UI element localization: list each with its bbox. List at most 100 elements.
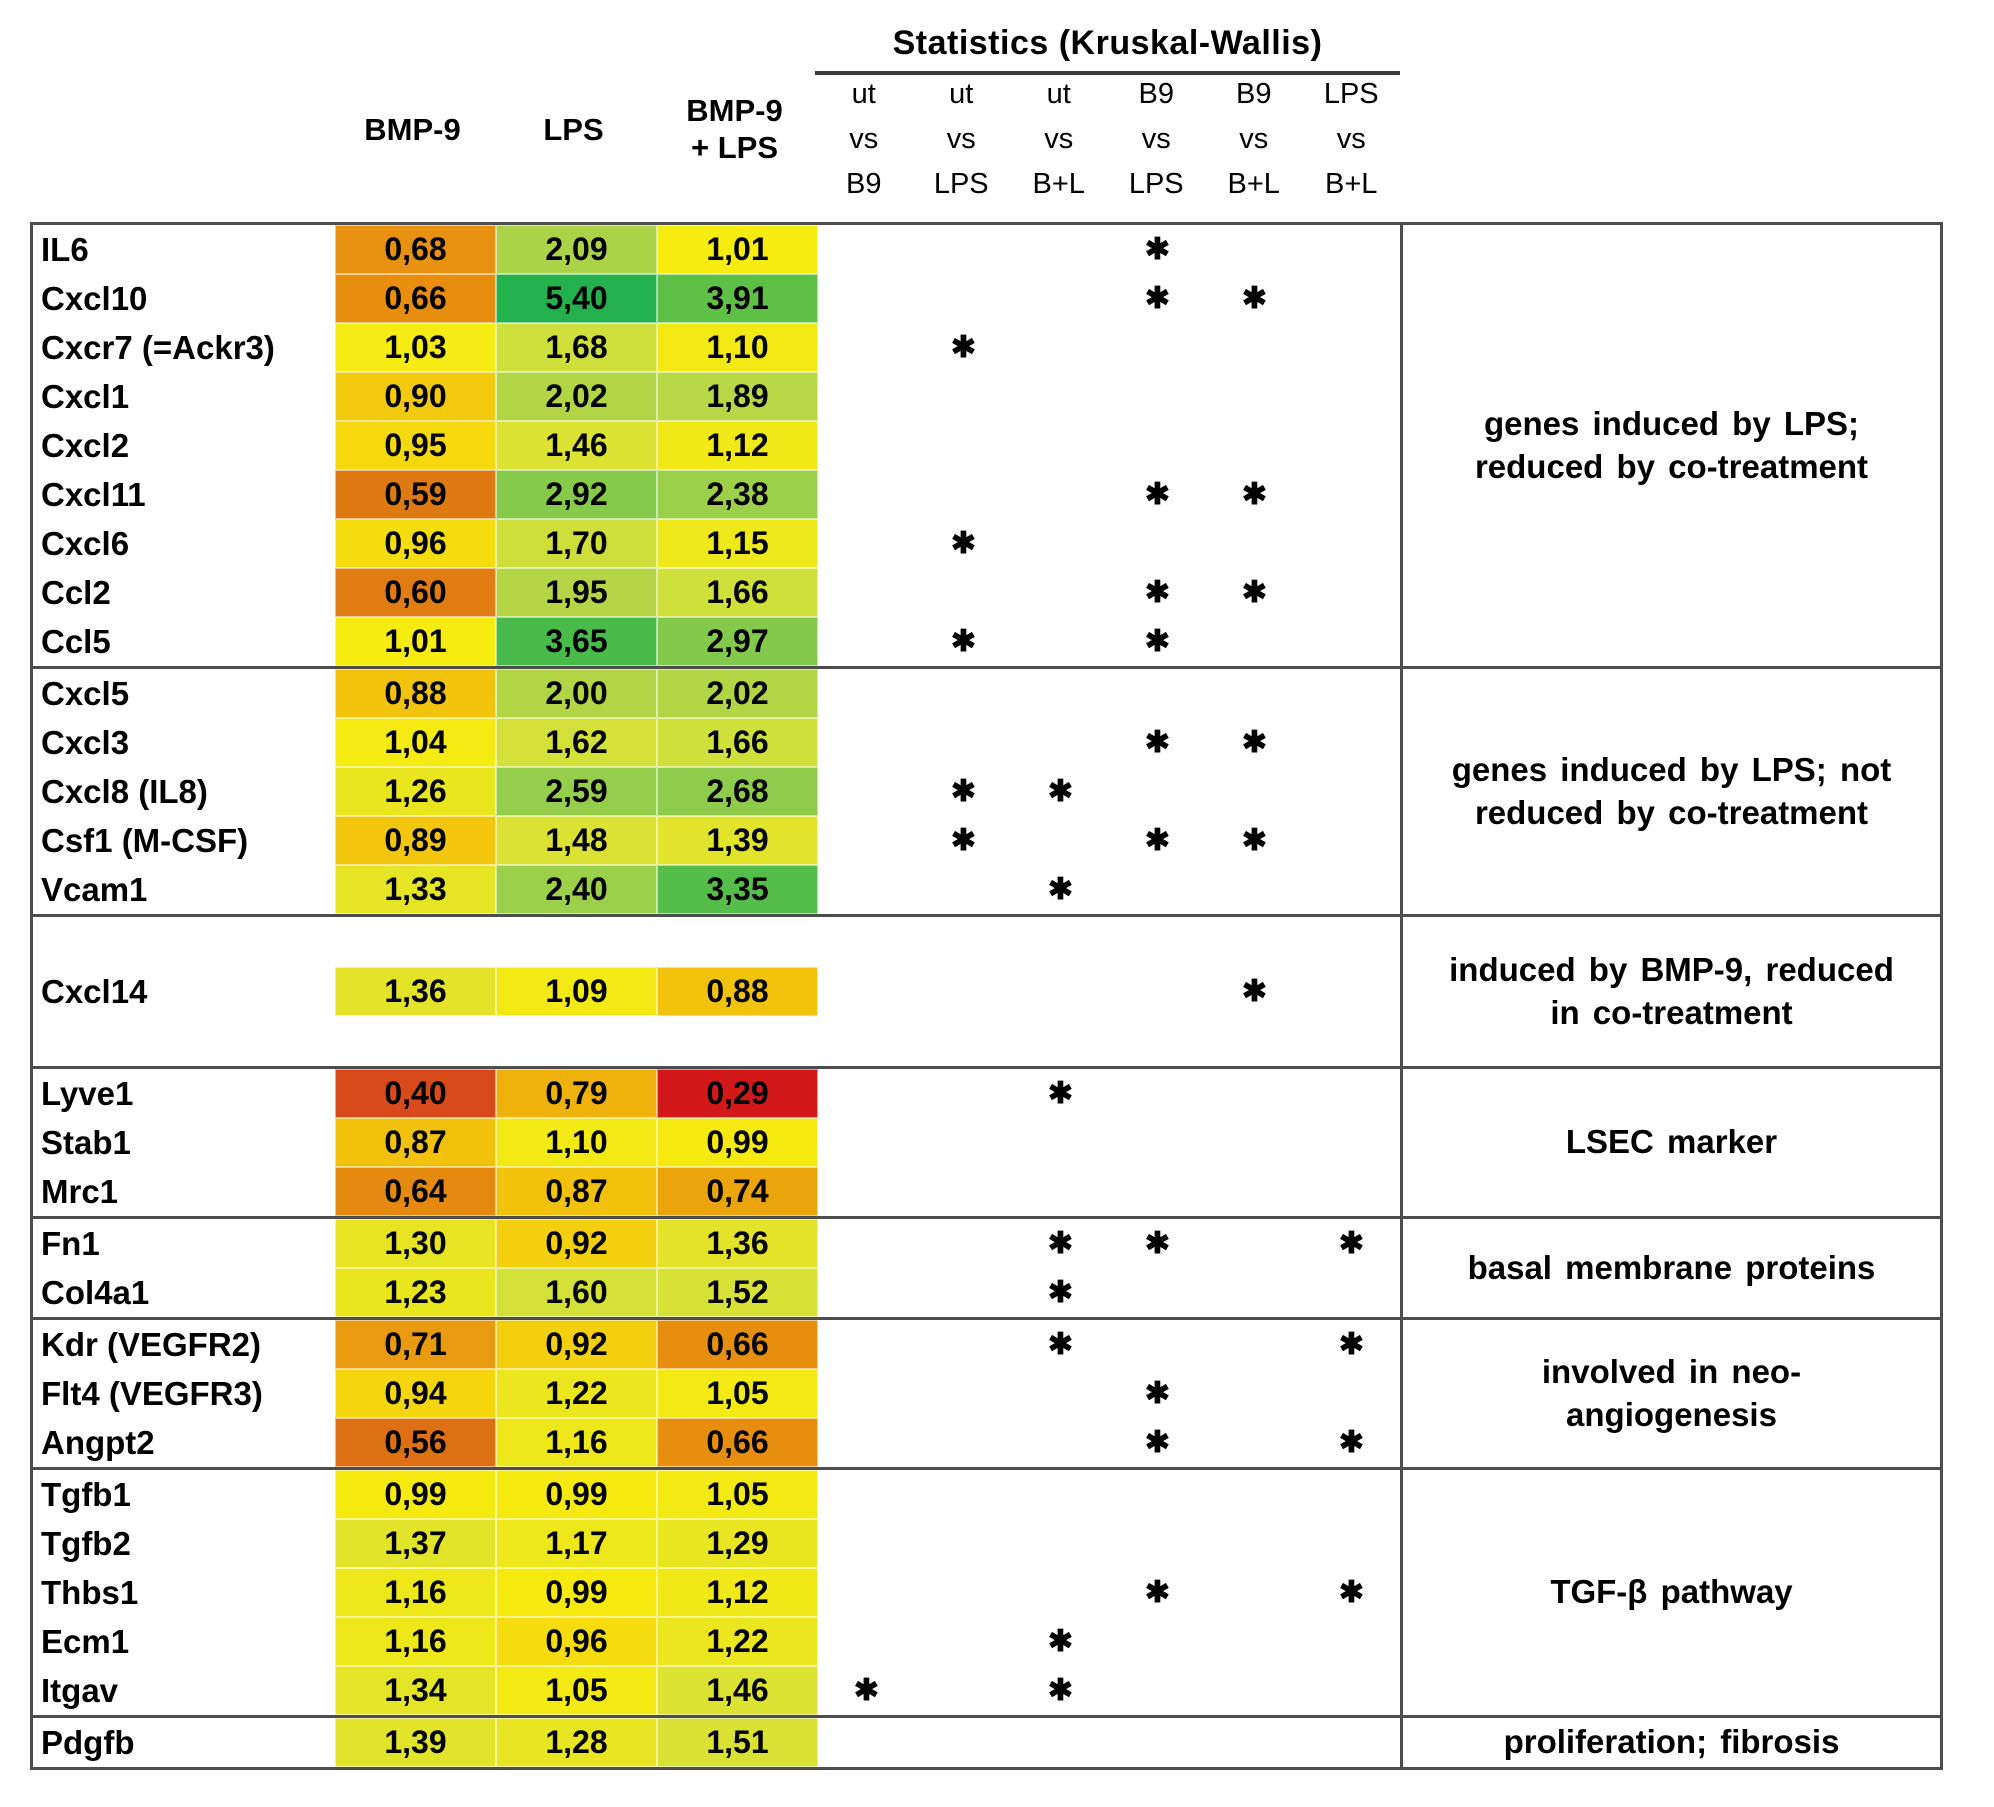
- table-row: Vcam1 1,33 2,40 3,35 ✱: [33, 865, 1400, 914]
- significance-cell-empty: [1206, 1167, 1303, 1216]
- gene-label: Cxcl11: [41, 475, 146, 513]
- significance-cell-empty: [1303, 372, 1400, 421]
- value-cell: 1,15: [657, 519, 818, 568]
- value-cell: 1,36: [335, 967, 496, 1016]
- significance-cell-empty: [915, 1069, 1012, 1118]
- table-row: Cxcl6 0,96 1,70 1,15 ✱: [33, 519, 1400, 568]
- significance-cell-empty: [1012, 372, 1109, 421]
- gene-label: Angpt2: [41, 1423, 155, 1461]
- gene-label: Cxcl3: [41, 723, 130, 761]
- significance-cell-empty: [1206, 1666, 1303, 1715]
- value-cell: 0,66: [335, 274, 496, 323]
- table-row: Fn1 1,30 0,92 1,36 ✱ ✱ ✱: [33, 1219, 1400, 1268]
- value-cell: 0,92: [496, 1320, 657, 1369]
- group-annotation: proliferation; fibrosis: [1400, 1718, 1940, 1767]
- value-cell: 0,56: [335, 1418, 496, 1467]
- significance-cell-empty: [1206, 617, 1303, 666]
- significance-cell-empty: [1303, 225, 1400, 274]
- significance-cell-empty: [1206, 1219, 1303, 1268]
- significance-star: ✱: [1144, 1227, 1171, 1260]
- significance-cell-empty: [1109, 1617, 1206, 1666]
- group-annotation: involved in neo- angiogenesis: [1400, 1320, 1940, 1467]
- stat-column-header: ut vs B+L: [1032, 78, 1085, 200]
- group-annotation: genes induced by LPS; not reduced by co-…: [1400, 669, 1940, 914]
- section-rows: Cxcl14 1,36 1,09 0,88 ✱: [33, 917, 1400, 1066]
- section-rows: Tgfb1 0,99 0,99 1,05 Tgfb2 1,37 1,17 1,29 Thbs1 1…: [33, 1470, 1400, 1715]
- significance-cell-empty: [1109, 1268, 1206, 1317]
- stat-column-header: LPS vs B+L: [1323, 78, 1379, 200]
- value-cell: 1,46: [657, 1666, 818, 1715]
- significance-cell-empty: [1012, 1167, 1109, 1216]
- table-row: Cxcr7 (=Ackr3) 1,03 1,68 1,10 ✱: [33, 323, 1400, 372]
- group-annotation: genes induced by LPS; reduced by co-trea…: [1400, 225, 1940, 666]
- significance-cell-empty: [1012, 1568, 1109, 1617]
- value-cell: 1,10: [657, 323, 818, 372]
- significance-cell-empty: [1012, 617, 1109, 666]
- significance-cell-empty: [1303, 1167, 1400, 1216]
- value-cell: 1,12: [657, 421, 818, 470]
- significance-cell-empty: [1206, 372, 1303, 421]
- significance-cell-empty: [818, 865, 915, 914]
- value-cell: 0,40: [335, 1069, 496, 1118]
- gene-label: Flt4 (VEGFR3): [41, 1374, 263, 1412]
- significance-cell-empty: [1109, 967, 1206, 1016]
- significance-cell-empty: [915, 1617, 1012, 1666]
- gene-label: Ecm1: [41, 1622, 130, 1660]
- value-cell: 0,29: [657, 1069, 818, 1118]
- gene-label: Cxcl2: [41, 426, 130, 464]
- significance-cell-empty: [1206, 1519, 1303, 1568]
- column-header-lps: LPS: [543, 111, 604, 147]
- significance-cell-empty: [1206, 1320, 1303, 1369]
- significance-cell-empty: [1303, 519, 1400, 568]
- value-cell: 1,16: [335, 1617, 496, 1666]
- significance-cell-empty: [1303, 1617, 1400, 1666]
- value-cell: 1,17: [496, 1519, 657, 1568]
- significance-cell-empty: [1303, 1118, 1400, 1167]
- significance-cell-empty: [1012, 1118, 1109, 1167]
- significance-cell-empty: [915, 1470, 1012, 1519]
- significance-cell-empty: [1012, 718, 1109, 767]
- significance-cell-empty: [1012, 1369, 1109, 1418]
- significance-cell-empty: [915, 421, 1012, 470]
- significance-cell-empty: [1206, 767, 1303, 816]
- gene-label: Csf1 (M-CSF): [41, 821, 249, 859]
- value-cell: 1,70: [496, 519, 657, 568]
- value-cell: 2,09: [496, 225, 657, 274]
- group-annotation: LSEC marker: [1400, 1069, 1940, 1216]
- group-annotation: TGF-β pathway: [1400, 1470, 1940, 1715]
- value-cell: 3,65: [496, 617, 657, 666]
- significance-cell-empty: [1012, 967, 1109, 1016]
- gene-label: Cxcl5: [41, 674, 130, 712]
- gene-label: Cxcr7 (=Ackr3): [41, 328, 275, 366]
- significance-cell-empty: [915, 1167, 1012, 1216]
- significance-cell-empty: [1303, 669, 1400, 718]
- value-cell: 0,92: [496, 1219, 657, 1268]
- value-cell: 0,74: [657, 1167, 818, 1216]
- gene-section: Kdr (VEGFR2) 0,71 0,92 0,66 ✱ ✱ Flt4 (VEGFR3) 0…: [33, 1317, 1940, 1467]
- significance-cell-empty: [1109, 519, 1206, 568]
- significance-cell-empty: [1303, 617, 1400, 666]
- significance-cell-empty: [818, 470, 915, 519]
- significance-cell-empty: [1206, 519, 1303, 568]
- significance-cell-empty: [915, 967, 1012, 1016]
- value-cell: 0,88: [335, 669, 496, 718]
- significance-cell-empty: [1012, 274, 1109, 323]
- significance-cell-empty: [1012, 519, 1109, 568]
- significance-cell-empty: [1012, 1418, 1109, 1467]
- gene-label: Lyve1: [41, 1074, 134, 1112]
- significance-star: ✱: [1047, 775, 1074, 808]
- value-cell: 2,40: [496, 865, 657, 914]
- significance-cell-empty: [1109, 1519, 1206, 1568]
- value-cell: 1,04: [335, 718, 496, 767]
- significance-star: ✱: [1047, 1077, 1074, 1110]
- gene-label: Tgfb2: [41, 1524, 131, 1562]
- significance-cell-empty: [1012, 1519, 1109, 1568]
- significance-cell-empty: [1206, 1118, 1303, 1167]
- significance-cell-empty: [818, 617, 915, 666]
- significance-star: ✱: [1241, 282, 1268, 315]
- significance-cell-empty: [915, 1320, 1012, 1369]
- table-row: Pdgfb 1,39 1,28 1,51: [33, 1718, 1400, 1767]
- significance-cell-empty: [1206, 865, 1303, 914]
- significance-cell-empty: [1206, 1069, 1303, 1118]
- group-annotation: basal membrane proteins: [1400, 1219, 1940, 1317]
